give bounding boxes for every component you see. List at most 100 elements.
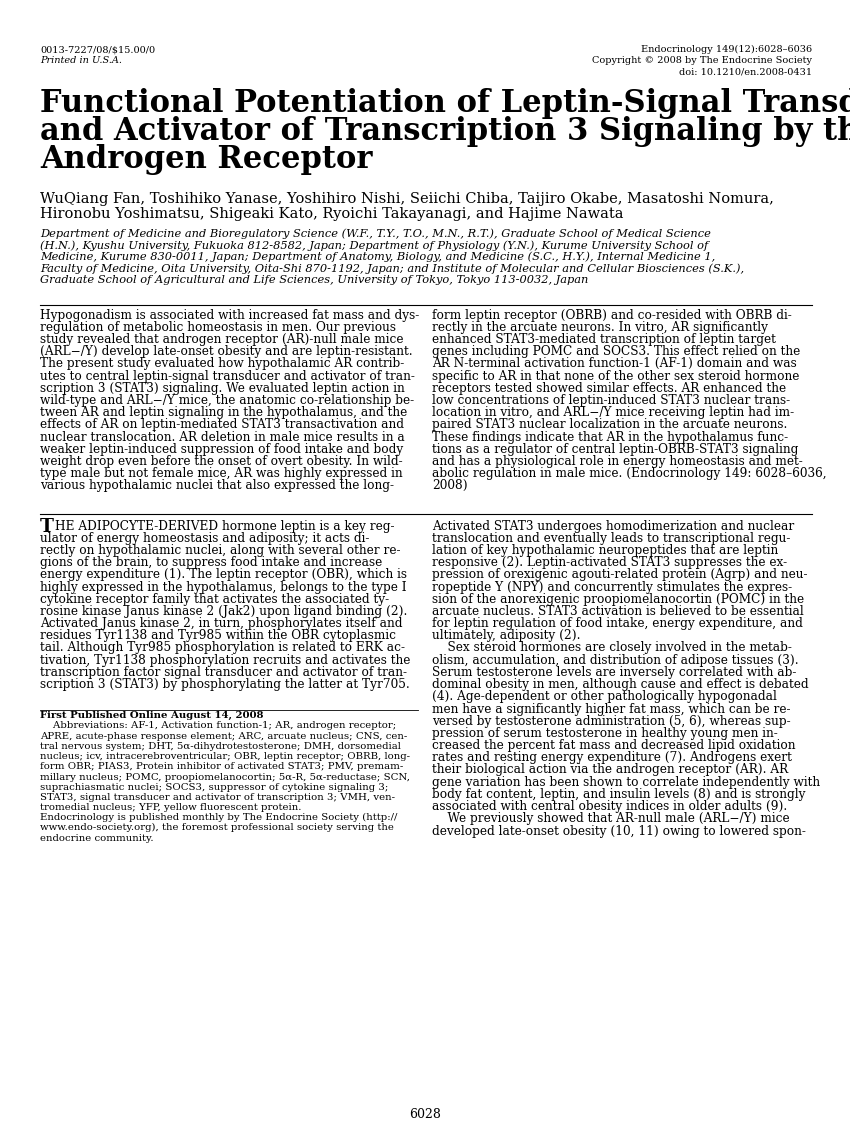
Text: AR N-terminal activation function-1 (AF-1) domain and was: AR N-terminal activation function-1 (AF-… <box>432 357 796 370</box>
Text: rosine kinase Janus kinase 2 (Jak2) upon ligand binding (2).: rosine kinase Janus kinase 2 (Jak2) upon… <box>40 605 407 618</box>
Text: lation of key hypothalamic neuropeptides that are leptin: lation of key hypothalamic neuropeptides… <box>432 544 779 556</box>
Text: receptors tested showed similar effects. AR enhanced the: receptors tested showed similar effects.… <box>432 381 786 395</box>
Text: scription 3 (STAT3) signaling. We evaluated leptin action in: scription 3 (STAT3) signaling. We evalua… <box>40 381 405 395</box>
Text: Hironobu Yoshimatsu, Shigeaki Kato, Ryoichi Takayanagi, and Hajime Nawata: Hironobu Yoshimatsu, Shigeaki Kato, Ryoi… <box>40 207 624 221</box>
Text: Sex steroid hormones are closely involved in the metab-: Sex steroid hormones are closely involve… <box>432 642 792 654</box>
Text: Copyright © 2008 by The Endocrine Society: Copyright © 2008 by The Endocrine Societ… <box>592 56 812 65</box>
Text: arcuate nucleus. STAT3 activation is believed to be essential: arcuate nucleus. STAT3 activation is bel… <box>432 605 804 618</box>
Text: Faculty of Medicine, Oita University, Oita-Shi 870-1192, Japan; and Institute of: Faculty of Medicine, Oita University, Oi… <box>40 263 744 273</box>
Text: Endocrinology is published monthly by The Endocrine Society (http://: Endocrinology is published monthly by Th… <box>40 814 397 823</box>
Text: abolic regulation in male mice. (Endocrinology 149: 6028–6036,: abolic regulation in male mice. (Endocri… <box>432 467 826 480</box>
Text: dominal obesity in men, although cause and effect is debated: dominal obesity in men, although cause a… <box>432 678 808 691</box>
Text: These findings indicate that AR in the hypothalamus func-: These findings indicate that AR in the h… <box>432 430 788 444</box>
Text: sion of the anorexigenic proopiomelanocortin (POMC) in the: sion of the anorexigenic proopiomelanoco… <box>432 593 804 605</box>
Text: energy expenditure (1). The leptin receptor (OBR), which is: energy expenditure (1). The leptin recep… <box>40 568 407 582</box>
Text: Functional Potentiation of Leptin-Signal Transducer: Functional Potentiation of Leptin-Signal… <box>40 88 850 119</box>
Text: T: T <box>40 518 54 536</box>
Text: doi: 10.1210/en.2008-0431: doi: 10.1210/en.2008-0431 <box>679 67 812 76</box>
Text: highly expressed in the hypothalamus, belongs to the type I: highly expressed in the hypothalamus, be… <box>40 580 406 594</box>
Text: 0013-7227/08/$15.00/0: 0013-7227/08/$15.00/0 <box>40 46 155 53</box>
Text: Printed in U.S.A.: Printed in U.S.A. <box>40 56 122 65</box>
Text: specific to AR in that none of the other sex steroid hormone: specific to AR in that none of the other… <box>432 370 799 382</box>
Text: tral nervous system; DHT, 5α-dihydrotestosterone; DMH, dorsomedial: tral nervous system; DHT, 5α-dihydrotest… <box>40 742 401 751</box>
Text: pression of orexigenic agouti-related protein (Agrp) and neu-: pression of orexigenic agouti-related pr… <box>432 568 808 582</box>
Text: regulation of metabolic homeostasis in men. Our previous: regulation of metabolic homeostasis in m… <box>40 321 396 333</box>
Text: developed late-onset obesity (10, 11) owing to lowered spon-: developed late-onset obesity (10, 11) ow… <box>432 825 806 838</box>
Text: Medicine, Kurume 830-0011, Japan; Department of Anatomy, Biology, and Medicine (: Medicine, Kurume 830-0011, Japan; Depart… <box>40 251 715 262</box>
Text: endocrine community.: endocrine community. <box>40 834 154 843</box>
Text: translocation and eventually leads to transcriptional regu-: translocation and eventually leads to tr… <box>432 531 790 545</box>
Text: ultimately, adiposity (2).: ultimately, adiposity (2). <box>432 629 581 642</box>
Text: effects of AR on leptin-mediated STAT3 transactivation and: effects of AR on leptin-mediated STAT3 t… <box>40 419 404 431</box>
Text: (4). Age-dependent or other pathologically hypogonadal: (4). Age-dependent or other pathological… <box>432 691 777 703</box>
Text: and has a physiological role in energy homeostasis and met-: and has a physiological role in energy h… <box>432 455 802 468</box>
Text: suprachiasmatic nuclei; SOCS3, suppressor of cytokine signaling 3;: suprachiasmatic nuclei; SOCS3, suppresso… <box>40 783 388 792</box>
Text: nucleus; icv, intracerebroventricular; OBR, leptin receptor; OBRB, long-: nucleus; icv, intracerebroventricular; O… <box>40 752 410 761</box>
Text: rectly on hypothalamic nuclei, along with several other re-: rectly on hypothalamic nuclei, along wit… <box>40 544 400 556</box>
Text: paired STAT3 nuclear localization in the arcuate neurons.: paired STAT3 nuclear localization in the… <box>432 419 787 431</box>
Text: Hypogonadism is associated with increased fat mass and dys-: Hypogonadism is associated with increase… <box>40 308 419 322</box>
Text: pression of serum testosterone in healthy young men in-: pression of serum testosterone in health… <box>432 727 778 740</box>
Text: location in vitro, and ARL−/Y mice receiving leptin had im-: location in vitro, and ARL−/Y mice recei… <box>432 406 794 419</box>
Text: enhanced STAT3-mediated transcription of leptin target: enhanced STAT3-mediated transcription of… <box>432 333 776 346</box>
Text: millary nucleus; POMC, proopiomelanocortin; 5α-R, 5α-reductase; SCN,: millary nucleus; POMC, proopiomelanocort… <box>40 773 410 782</box>
Text: gene variation has been shown to correlate independently with: gene variation has been shown to correla… <box>432 776 820 789</box>
Text: creased the percent fat mass and decreased lipid oxidation: creased the percent fat mass and decreas… <box>432 739 796 752</box>
Text: and Activator of Transcription 3 Signaling by the: and Activator of Transcription 3 Signali… <box>40 116 850 147</box>
Text: Activated Janus kinase 2, in turn, phosphorylates itself and: Activated Janus kinase 2, in turn, phosp… <box>40 617 403 630</box>
Text: rectly in the arcuate neurons. In vitro, AR significantly: rectly in the arcuate neurons. In vitro,… <box>432 321 768 333</box>
Text: STAT3, signal transducer and activator of transcription 3; VMH, ven-: STAT3, signal transducer and activator o… <box>40 793 395 802</box>
Text: tail. Although Tyr985 phosphorylation is related to ERK ac-: tail. Although Tyr985 phosphorylation is… <box>40 642 405 654</box>
Text: Androgen Receptor: Androgen Receptor <box>40 145 372 175</box>
Text: Graduate School of Agricultural and Life Sciences, University of Tokyo, Tokyo 11: Graduate School of Agricultural and Life… <box>40 275 588 284</box>
Text: Serum testosterone levels are inversely correlated with ab-: Serum testosterone levels are inversely … <box>432 666 796 679</box>
Text: gions of the brain, to suppress food intake and increase: gions of the brain, to suppress food int… <box>40 556 382 569</box>
Text: tivation, Tyr1138 phosphorylation recruits and activates the: tivation, Tyr1138 phosphorylation recrui… <box>40 653 411 667</box>
Text: Activated STAT3 undergoes homodimerization and nuclear: Activated STAT3 undergoes homodimerizati… <box>432 520 794 533</box>
Text: form OBR; PIAS3, Protein inhibitor of activated STAT3; PMV, premam-: form OBR; PIAS3, Protein inhibitor of ac… <box>40 762 403 772</box>
Text: (H.N.), Kyushu University, Fukuoka 812-8582, Japan; Department of Physiology (Y.: (H.N.), Kyushu University, Fukuoka 812-8… <box>40 240 708 250</box>
Text: form leptin receptor (OBRB) and co-resided with OBRB di-: form leptin receptor (OBRB) and co-resid… <box>432 308 791 322</box>
Text: for leptin regulation of food intake, energy expenditure, and: for leptin regulation of food intake, en… <box>432 617 803 630</box>
Text: Department of Medicine and Bioregulatory Science (W.F., T.Y., T.O., M.N., R.T.),: Department of Medicine and Bioregulatory… <box>40 229 711 239</box>
Text: men have a significantly higher fat mass, which can be re-: men have a significantly higher fat mass… <box>432 702 790 716</box>
Text: tromedial nucleus; YFP, yellow fluorescent protein.: tromedial nucleus; YFP, yellow fluoresce… <box>40 803 302 813</box>
Text: type male but not female mice, AR was highly expressed in: type male but not female mice, AR was hi… <box>40 467 403 480</box>
Text: low concentrations of leptin-induced STAT3 nuclear trans-: low concentrations of leptin-induced STA… <box>432 394 790 407</box>
Text: wild-type and ARL−/Y mice, the anatomic co-relationship be-: wild-type and ARL−/Y mice, the anatomic … <box>40 394 414 407</box>
Text: various hypothalamic nuclei that also expressed the long-: various hypothalamic nuclei that also ex… <box>40 479 394 493</box>
Text: body fat content, leptin, and insulin levels (8) and is strongly: body fat content, leptin, and insulin le… <box>432 787 806 801</box>
Text: 6028: 6028 <box>409 1108 441 1121</box>
Text: scription 3 (STAT3) by phosphorylating the latter at Tyr705.: scription 3 (STAT3) by phosphorylating t… <box>40 678 410 691</box>
Text: tween AR and leptin signaling in the hypothalamus, and the: tween AR and leptin signaling in the hyp… <box>40 406 407 419</box>
Text: WuQiang Fan, Toshihiko Yanase, Yoshihiro Nishi, Seiichi Chiba, Taijiro Okabe, Ma: WuQiang Fan, Toshihiko Yanase, Yoshihiro… <box>40 192 774 206</box>
Text: Abbreviations: AF-1, Activation function-1; AR, androgen receptor;: Abbreviations: AF-1, Activation function… <box>40 721 396 731</box>
Text: olism, accumulation, and distribution of adipose tissues (3).: olism, accumulation, and distribution of… <box>432 653 799 667</box>
Text: transcription factor signal transducer and activator of tran-: transcription factor signal transducer a… <box>40 666 407 679</box>
Text: ropeptide Y (NPY) and concurrently stimulates the expres-: ropeptide Y (NPY) and concurrently stimu… <box>432 580 792 594</box>
Text: APRE, acute-phase response element; ARC, arcuate nucleus; CNS, cen-: APRE, acute-phase response element; ARC,… <box>40 732 407 741</box>
Text: versed by testosterone administration (5, 6), whereas sup-: versed by testosterone administration (5… <box>432 715 790 727</box>
Text: residues Tyr1138 and Tyr985 within the OBR cytoplasmic: residues Tyr1138 and Tyr985 within the O… <box>40 629 396 642</box>
Text: We previously showed that AR-null male (ARL−/Y) mice: We previously showed that AR-null male (… <box>432 813 790 825</box>
Text: weaker leptin-induced suppression of food intake and body: weaker leptin-induced suppression of foo… <box>40 443 403 455</box>
Text: First Published Online August 14, 2008: First Published Online August 14, 2008 <box>40 711 264 720</box>
Text: (ARL−/Y) develop late-onset obesity and are leptin-resistant.: (ARL−/Y) develop late-onset obesity and … <box>40 345 412 358</box>
Text: Endocrinology 149(12):6028–6036: Endocrinology 149(12):6028–6036 <box>641 44 812 53</box>
Text: utes to central leptin-signal transducer and activator of tran-: utes to central leptin-signal transducer… <box>40 370 415 382</box>
Text: responsive (2). Leptin-activated STAT3 suppresses the ex-: responsive (2). Leptin-activated STAT3 s… <box>432 556 787 569</box>
Text: cytokine receptor family that activates the associated ty-: cytokine receptor family that activates … <box>40 593 389 605</box>
Text: ulator of energy homeostasis and adiposity; it acts di-: ulator of energy homeostasis and adiposi… <box>40 531 370 545</box>
Text: nuclear translocation. AR deletion in male mice results in a: nuclear translocation. AR deletion in ma… <box>40 430 405 444</box>
Text: genes including POMC and SOCS3. This effect relied on the: genes including POMC and SOCS3. This eff… <box>432 345 800 358</box>
Text: study revealed that androgen receptor (AR)-null male mice: study revealed that androgen receptor (A… <box>40 333 404 346</box>
Text: www.endo-society.org), the foremost professional society serving the: www.endo-society.org), the foremost prof… <box>40 824 394 833</box>
Text: The present study evaluated how hypothalamic AR contrib-: The present study evaluated how hypothal… <box>40 357 405 370</box>
Text: HE ADIPOCYTE-DERIVED hormone leptin is a key reg-: HE ADIPOCYTE-DERIVED hormone leptin is a… <box>55 520 394 533</box>
Text: rates and resting energy expenditure (7). Androgens exert: rates and resting energy expenditure (7)… <box>432 751 792 765</box>
Text: tions as a regulator of central leptin-OBRB-STAT3 signaling: tions as a regulator of central leptin-O… <box>432 443 798 455</box>
Text: 2008): 2008) <box>432 479 468 493</box>
Text: their biological action via the androgen receptor (AR). AR: their biological action via the androgen… <box>432 764 788 776</box>
Text: associated with central obesity indices in older adults (9).: associated with central obesity indices … <box>432 800 787 813</box>
Text: weight drop even before the onset of overt obesity. In wild-: weight drop even before the onset of ove… <box>40 455 403 468</box>
